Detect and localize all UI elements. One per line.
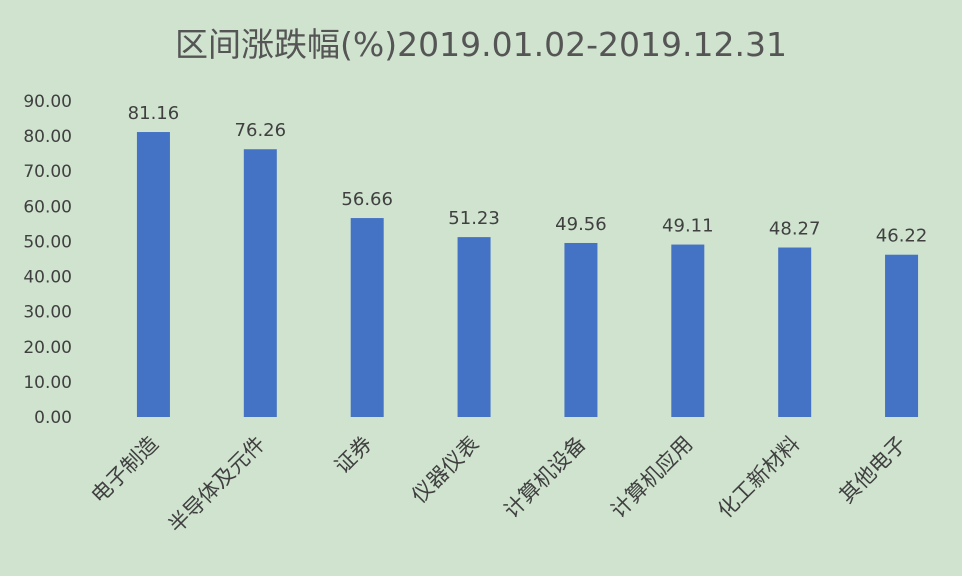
bar	[778, 247, 812, 417]
chart-title: 区间涨跌幅(%)2019.01.02-2019.12.31	[175, 25, 787, 64]
y-tick-label: 0.00	[34, 408, 72, 428]
bar	[243, 149, 277, 417]
category-label: 计算机应用	[606, 432, 697, 523]
category-label: 半导体及元件	[164, 432, 270, 538]
bar	[564, 242, 598, 417]
y-tick-label: 60.00	[23, 197, 72, 217]
category-label: 电子制造	[87, 432, 163, 508]
bar	[136, 132, 170, 418]
data-label: 56.66	[341, 189, 393, 210]
data-label: 51.23	[448, 208, 500, 229]
bar	[350, 218, 384, 417]
y-tick-label: 80.00	[23, 127, 72, 147]
bar	[671, 244, 705, 417]
bar	[457, 237, 491, 417]
category-label: 证券	[330, 432, 377, 479]
y-tick-label: 10.00	[23, 373, 72, 393]
y-tick-label: 30.00	[23, 303, 72, 323]
bar	[885, 254, 919, 417]
data-label: 81.16	[128, 103, 180, 124]
data-label: 76.26	[235, 120, 287, 141]
data-label: 49.56	[555, 214, 607, 235]
y-tick-label: 40.00	[23, 268, 72, 288]
category-label: 仪器仪表	[407, 432, 483, 508]
data-label: 49.11	[662, 216, 714, 237]
y-tick-label: 90.00	[23, 92, 72, 112]
category-label: 化工新材料	[713, 432, 804, 523]
category-label: 其他电子	[835, 432, 911, 508]
y-tick-label: 50.00	[23, 232, 72, 252]
data-label: 48.27	[769, 219, 821, 240]
y-tick-label: 20.00	[23, 338, 72, 358]
data-label: 46.22	[876, 226, 928, 247]
y-tick-label: 70.00	[23, 162, 72, 182]
category-label: 计算机设备	[499, 432, 590, 523]
